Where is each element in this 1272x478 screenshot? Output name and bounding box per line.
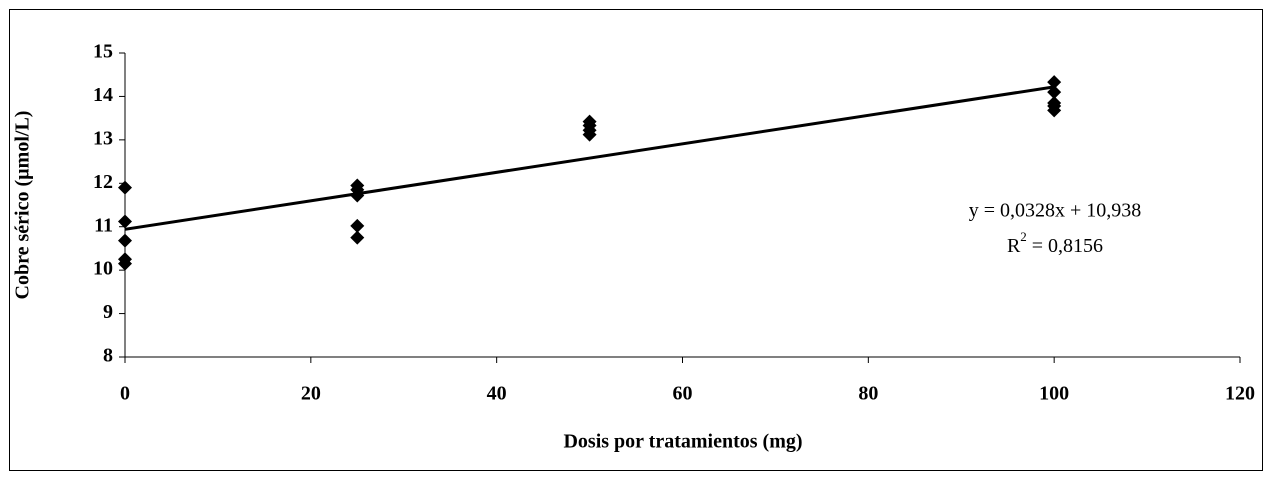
y-tick-label: 13 xyxy=(93,127,113,149)
chart-frame xyxy=(9,9,1263,471)
trendline-equation: y = 0,0328x + 10,938 xyxy=(969,200,1142,222)
point xyxy=(118,256,132,271)
x-tick-label: 0 xyxy=(120,383,130,405)
point xyxy=(350,218,365,233)
r2-rest: = 0,8156 xyxy=(1027,235,1103,257)
point xyxy=(350,230,365,245)
x-tick-label: 80 xyxy=(858,383,878,405)
y-tick-label: 9 xyxy=(103,301,113,323)
r2-sup: 2 xyxy=(1020,229,1027,244)
x-tick-label: 120 xyxy=(1225,383,1255,405)
point xyxy=(582,127,597,142)
y-tick-label: 15 xyxy=(93,41,113,63)
y-axis-title: Cobre sérico (µmol/L) xyxy=(12,111,34,300)
r-squared: R2 = 0,8156 xyxy=(1007,229,1103,257)
x-tick-label: 100 xyxy=(1039,383,1069,405)
y-tick-label: 11 xyxy=(94,214,113,236)
trendline xyxy=(124,85,1055,231)
y-tick-label: 14 xyxy=(93,84,113,106)
x-tick-label: 20 xyxy=(301,383,321,405)
x-tick-label: 60 xyxy=(673,383,693,405)
point xyxy=(1047,85,1062,100)
point xyxy=(1047,103,1062,118)
point xyxy=(118,214,132,229)
point xyxy=(350,188,365,203)
y-tick-label: 12 xyxy=(93,171,113,193)
point xyxy=(118,180,132,195)
r2-base: R xyxy=(1007,235,1021,257)
x-tick-label: 40 xyxy=(487,383,507,405)
point xyxy=(118,233,132,248)
y-tick-label: 10 xyxy=(93,258,113,280)
y-tick-label: 8 xyxy=(103,345,113,367)
point xyxy=(1047,75,1062,90)
x-axis-title: Dosis por tratamientos (mg) xyxy=(563,431,802,453)
